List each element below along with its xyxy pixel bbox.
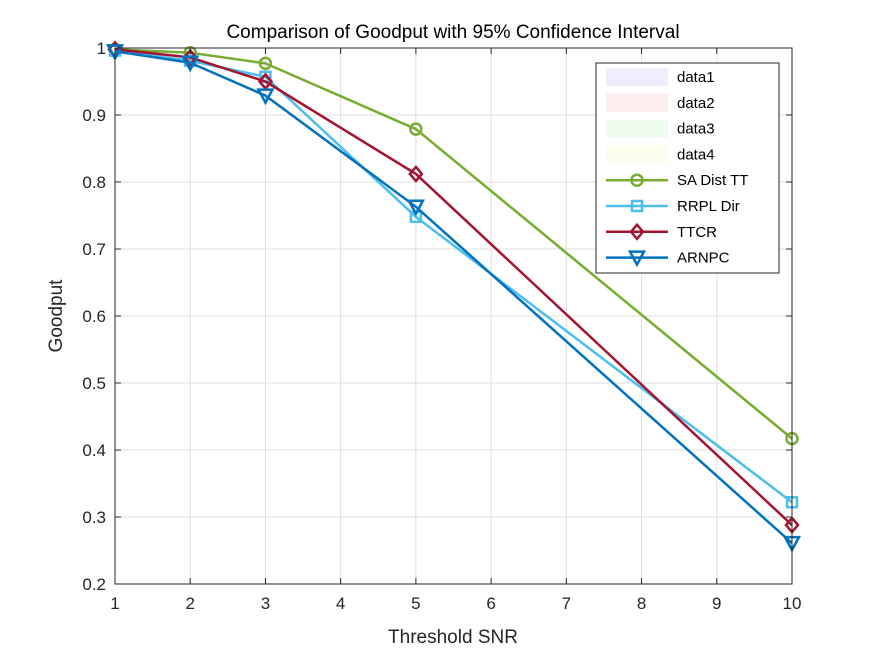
x-tick-label: 6	[486, 594, 495, 613]
y-tick-label: 0.4	[82, 441, 106, 460]
axis-ticks: 1 2 3 4 5 6 7 8 9 10 0.2 0.3 0.4 0.5 0.6 0.7 0.8 0.9 1	[82, 39, 801, 613]
y-tick-label: 0.9	[82, 106, 106, 125]
y-tick-label: 0.6	[82, 307, 106, 326]
series-line	[114, 48, 793, 526]
data-point	[258, 56, 273, 71]
legend-label: ARNPC	[677, 250, 730, 267]
y-tick-label: 0.5	[82, 374, 106, 393]
data-point	[105, 44, 125, 61]
x-tick-label: 10	[783, 594, 802, 613]
x-tick-label: 4	[336, 594, 345, 613]
chart-title: Comparison of Goodput with 95% Confidenc…	[226, 22, 679, 43]
x-tick-label: 8	[637, 594, 646, 613]
data-point	[182, 48, 198, 67]
data-point	[256, 88, 275, 106]
data-point	[406, 199, 425, 217]
x-tick-label: 1	[110, 594, 119, 613]
legend-label: data2	[677, 95, 715, 112]
x-axis-label: Threshold SNR	[388, 627, 518, 648]
y-tick-label: 0.8	[82, 173, 106, 192]
data-point	[409, 122, 423, 136]
legend-swatch	[606, 145, 668, 164]
x-tick-label: 3	[261, 594, 270, 613]
y-tick-label: 1	[97, 39, 106, 58]
x-tick-label: 9	[712, 594, 721, 613]
legend-marker	[627, 250, 647, 268]
legend-marker	[630, 173, 644, 187]
y-axis-label: Goodput	[46, 279, 67, 353]
y-tick-label: 0.2	[82, 575, 106, 594]
legend-label: TTCR	[677, 224, 717, 241]
data-point	[181, 55, 200, 73]
legend-label: data4	[677, 146, 715, 163]
legend-swatch	[606, 119, 668, 138]
legend: data1 data2 data3 data4 SA Dist TT RRPL Dir TT…	[595, 62, 780, 274]
legend-marker	[630, 199, 644, 213]
series-line	[114, 49, 793, 504]
legend-label: SA Dist TT	[677, 172, 748, 189]
legend-swatch	[606, 68, 668, 86]
x-tick-label: 2	[185, 594, 194, 613]
data-point	[408, 165, 424, 183]
legend-label: RRPL Dir	[677, 198, 740, 215]
legend-swatch	[606, 93, 668, 112]
y-tick-label: 0.3	[82, 508, 106, 527]
x-tick-label: 5	[411, 594, 420, 613]
legend-label: data1	[677, 69, 715, 86]
series-arnpc	[105, 44, 802, 553]
series-line	[114, 50, 793, 545]
legend-label: data3	[677, 121, 715, 138]
y-tick-label: 0.7	[82, 240, 106, 259]
x-tick-label: 7	[562, 594, 571, 613]
legend-marker	[629, 222, 645, 241]
series-line	[114, 48, 793, 440]
